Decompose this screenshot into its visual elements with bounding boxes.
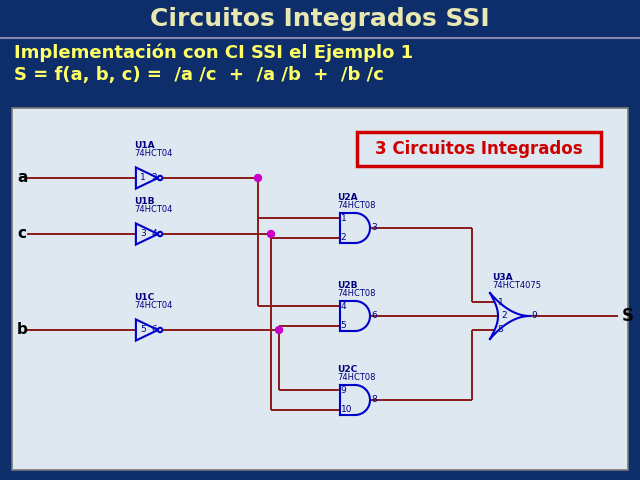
Circle shape [255, 175, 262, 181]
Text: Implementación con CI SSI el Ejemplo 1: Implementación con CI SSI el Ejemplo 1 [14, 44, 413, 62]
Text: 74HCT4075: 74HCT4075 [492, 281, 541, 290]
Text: U1C: U1C [134, 293, 154, 302]
Text: 3 Circuitos Integrados: 3 Circuitos Integrados [375, 140, 583, 158]
Text: U2B: U2B [337, 281, 358, 290]
Text: 74HCT04: 74HCT04 [134, 301, 172, 310]
Text: U1A: U1A [134, 141, 155, 150]
Circle shape [275, 326, 282, 334]
Text: a: a [17, 170, 28, 185]
FancyBboxPatch shape [357, 132, 601, 166]
Text: 2: 2 [501, 312, 507, 321]
Text: U2A: U2A [337, 193, 358, 202]
Text: 1: 1 [340, 214, 346, 223]
Text: 5: 5 [140, 325, 146, 335]
Text: 74HCT08: 74HCT08 [337, 201, 376, 210]
Text: 74HCT04: 74HCT04 [134, 205, 172, 214]
Text: U2C: U2C [337, 365, 357, 374]
Text: 4: 4 [340, 302, 346, 311]
Text: 2: 2 [152, 173, 157, 182]
Text: U3A: U3A [492, 273, 513, 282]
Text: 8: 8 [498, 325, 504, 334]
Text: 3: 3 [371, 224, 377, 232]
Text: S = f(a, b, c) =  /a /c  +  /a /b  +  /b /c: S = f(a, b, c) = /a /c + /a /b + /b /c [14, 66, 384, 84]
Circle shape [268, 230, 275, 238]
Text: 2: 2 [340, 233, 346, 242]
Text: 5: 5 [340, 321, 346, 330]
FancyBboxPatch shape [12, 108, 628, 470]
Text: 74HCT04: 74HCT04 [134, 149, 172, 158]
Text: 74HCT08: 74HCT08 [337, 289, 376, 298]
Text: 10: 10 [340, 405, 352, 414]
Text: 6: 6 [152, 325, 157, 335]
Text: 74HCT08: 74HCT08 [337, 373, 376, 382]
Text: b: b [17, 323, 28, 337]
Text: 8: 8 [371, 396, 377, 405]
Text: S: S [622, 307, 634, 325]
Text: 6: 6 [371, 312, 377, 321]
Text: 1: 1 [140, 173, 146, 182]
Text: c: c [17, 227, 26, 241]
Text: Circuitos Integrados SSI: Circuitos Integrados SSI [150, 7, 490, 31]
Text: 3: 3 [140, 229, 146, 239]
Text: 9: 9 [531, 312, 537, 321]
Text: 4: 4 [152, 229, 157, 239]
Text: 9: 9 [340, 386, 346, 395]
Text: U1B: U1B [134, 197, 154, 206]
Text: 1: 1 [498, 298, 504, 307]
